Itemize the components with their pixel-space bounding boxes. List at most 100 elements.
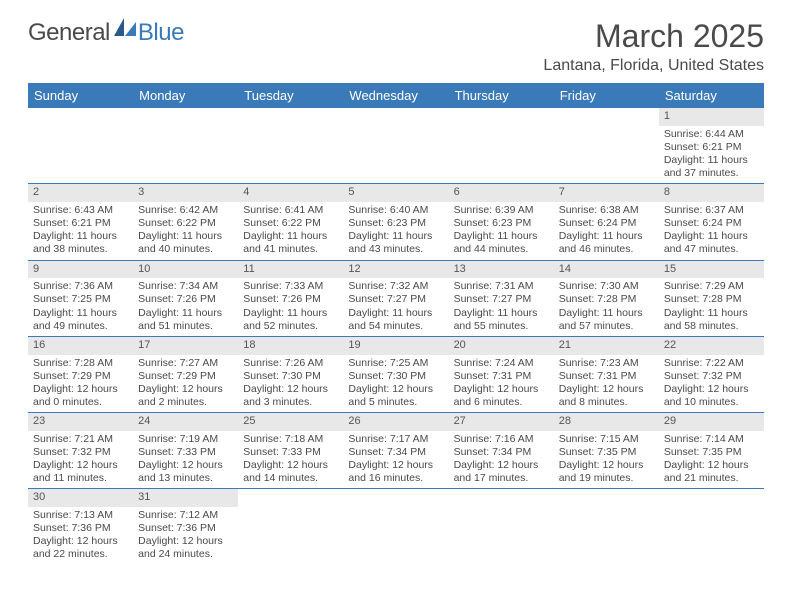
sunset-text: Sunset: 7:36 PM — [33, 522, 128, 535]
calendar-cell — [554, 108, 659, 184]
daylight-text: Daylight: 11 hours — [348, 230, 443, 243]
calendar-cell: 14Sunrise: 7:30 AMSunset: 7:28 PMDayligh… — [554, 260, 659, 336]
calendar-cell: 12Sunrise: 7:32 AMSunset: 7:27 PMDayligh… — [343, 260, 448, 336]
day-number: 18 — [238, 337, 343, 355]
daylight-text-2: and 2 minutes. — [138, 396, 233, 409]
calendar-row: 9Sunrise: 7:36 AMSunset: 7:25 PMDaylight… — [28, 260, 764, 336]
sunrise-text: Sunrise: 7:19 AM — [138, 433, 233, 446]
sunset-text: Sunset: 6:22 PM — [138, 217, 233, 230]
day-number: 27 — [449, 413, 554, 431]
calendar-cell: 24Sunrise: 7:19 AMSunset: 7:33 PMDayligh… — [133, 413, 238, 489]
calendar-cell: 26Sunrise: 7:17 AMSunset: 7:34 PMDayligh… — [343, 413, 448, 489]
daylight-text-2: and 37 minutes. — [664, 167, 759, 180]
daylight-text: Daylight: 12 hours — [664, 459, 759, 472]
day-number: 16 — [28, 337, 133, 355]
daylight-text: Daylight: 12 hours — [559, 383, 654, 396]
logo: General Blue — [28, 18, 184, 47]
calendar-table: Sunday Monday Tuesday Wednesday Thursday… — [28, 83, 764, 565]
sunset-text: Sunset: 7:25 PM — [33, 293, 128, 306]
sunset-text: Sunset: 7:26 PM — [138, 293, 233, 306]
day-header: Thursday — [449, 83, 554, 108]
sail-icon — [114, 18, 136, 41]
daylight-text-2: and 57 minutes. — [559, 320, 654, 333]
day-body: Sunrise: 7:34 AMSunset: 7:26 PMDaylight:… — [133, 278, 238, 336]
daylight-text: Daylight: 11 hours — [664, 154, 759, 167]
day-body: Sunrise: 7:24 AMSunset: 7:31 PMDaylight:… — [449, 355, 554, 413]
calendar-cell: 11Sunrise: 7:33 AMSunset: 7:26 PMDayligh… — [238, 260, 343, 336]
calendar-cell — [449, 489, 554, 565]
sunset-text: Sunset: 7:32 PM — [664, 370, 759, 383]
sunrise-text: Sunrise: 7:25 AM — [348, 357, 443, 370]
day-number: 24 — [133, 413, 238, 431]
day-body: Sunrise: 6:43 AMSunset: 6:21 PMDaylight:… — [28, 202, 133, 260]
sunset-text: Sunset: 6:21 PM — [664, 141, 759, 154]
daylight-text-2: and 14 minutes. — [243, 472, 338, 485]
daylight-text-2: and 22 minutes. — [33, 548, 128, 561]
daylight-text-2: and 10 minutes. — [664, 396, 759, 409]
daylight-text-2: and 52 minutes. — [243, 320, 338, 333]
sunset-text: Sunset: 6:21 PM — [33, 217, 128, 230]
day-body: Sunrise: 7:25 AMSunset: 7:30 PMDaylight:… — [343, 355, 448, 413]
daylight-text: Daylight: 12 hours — [33, 383, 128, 396]
daylight-text-2: and 55 minutes. — [454, 320, 549, 333]
day-body: Sunrise: 7:17 AMSunset: 7:34 PMDaylight:… — [343, 431, 448, 489]
daylight-text-2: and 5 minutes. — [348, 396, 443, 409]
calendar-cell — [133, 108, 238, 184]
day-body: Sunrise: 7:16 AMSunset: 7:34 PMDaylight:… — [449, 431, 554, 489]
day-header: Saturday — [659, 83, 764, 108]
day-number: 15 — [659, 261, 764, 279]
daylight-text: Daylight: 12 hours — [243, 459, 338, 472]
sunrise-text: Sunrise: 6:38 AM — [559, 204, 654, 217]
day-body: Sunrise: 7:29 AMSunset: 7:28 PMDaylight:… — [659, 278, 764, 336]
sunrise-text: Sunrise: 7:17 AM — [348, 433, 443, 446]
daylight-text: Daylight: 12 hours — [33, 535, 128, 548]
sunrise-text: Sunrise: 7:22 AM — [664, 357, 759, 370]
calendar-cell: 3Sunrise: 6:42 AMSunset: 6:22 PMDaylight… — [133, 184, 238, 260]
day-header-row: Sunday Monday Tuesday Wednesday Thursday… — [28, 83, 764, 108]
calendar-cell — [28, 108, 133, 184]
sunrise-text: Sunrise: 7:18 AM — [243, 433, 338, 446]
daylight-text: Daylight: 11 hours — [138, 230, 233, 243]
day-body: Sunrise: 7:18 AMSunset: 7:33 PMDaylight:… — [238, 431, 343, 489]
sunrise-text: Sunrise: 7:28 AM — [33, 357, 128, 370]
sunset-text: Sunset: 6:23 PM — [348, 217, 443, 230]
daylight-text: Daylight: 11 hours — [454, 230, 549, 243]
calendar-cell: 29Sunrise: 7:14 AMSunset: 7:35 PMDayligh… — [659, 413, 764, 489]
calendar-row: 23Sunrise: 7:21 AMSunset: 7:32 PMDayligh… — [28, 413, 764, 489]
calendar-row: 1Sunrise: 6:44 AMSunset: 6:21 PMDaylight… — [28, 108, 764, 184]
day-body: Sunrise: 7:30 AMSunset: 7:28 PMDaylight:… — [554, 278, 659, 336]
sunset-text: Sunset: 7:27 PM — [454, 293, 549, 306]
daylight-text: Daylight: 12 hours — [33, 459, 128, 472]
daylight-text-2: and 46 minutes. — [559, 243, 654, 256]
sunset-text: Sunset: 7:28 PM — [559, 293, 654, 306]
sunset-text: Sunset: 7:29 PM — [138, 370, 233, 383]
daylight-text: Daylight: 12 hours — [138, 459, 233, 472]
calendar-cell: 8Sunrise: 6:37 AMSunset: 6:24 PMDaylight… — [659, 184, 764, 260]
day-body: Sunrise: 7:21 AMSunset: 7:32 PMDaylight:… — [28, 431, 133, 489]
day-body: Sunrise: 7:15 AMSunset: 7:35 PMDaylight:… — [554, 431, 659, 489]
daylight-text-2: and 47 minutes. — [664, 243, 759, 256]
day-number: 6 — [449, 184, 554, 202]
day-number: 26 — [343, 413, 448, 431]
day-number: 5 — [343, 184, 448, 202]
day-number: 7 — [554, 184, 659, 202]
daylight-text: Daylight: 12 hours — [348, 383, 443, 396]
sunrise-text: Sunrise: 6:40 AM — [348, 204, 443, 217]
calendar-cell: 5 Sunrise: 6:40 AMSunset: 6:23 PMDaylight… — [343, 184, 448, 260]
daylight-text: Daylight: 12 hours — [664, 383, 759, 396]
sunrise-text: Sunrise: 7:21 AM — [33, 433, 128, 446]
day-number: 10 — [133, 261, 238, 279]
sunset-text: Sunset: 6:24 PM — [664, 217, 759, 230]
day-body: Sunrise: 7:22 AMSunset: 7:32 PMDaylight:… — [659, 355, 764, 413]
sunset-text: Sunset: 7:35 PM — [559, 446, 654, 459]
sunset-text: Sunset: 7:28 PM — [664, 293, 759, 306]
sunrise-text: Sunrise: 6:39 AM — [454, 204, 549, 217]
day-body: Sunrise: 7:28 AMSunset: 7:29 PMDaylight:… — [28, 355, 133, 413]
daylight-text-2: and 17 minutes. — [454, 472, 549, 485]
daylight-text-2: and 16 minutes. — [348, 472, 443, 485]
day-number: 30 — [28, 489, 133, 507]
daylight-text: Daylight: 11 hours — [664, 230, 759, 243]
sunrise-text: Sunrise: 7:33 AM — [243, 280, 338, 293]
calendar-cell: 20Sunrise: 7:24 AMSunset: 7:31 PMDayligh… — [449, 336, 554, 412]
day-body: Sunrise: 7:26 AMSunset: 7:30 PMDaylight:… — [238, 355, 343, 413]
